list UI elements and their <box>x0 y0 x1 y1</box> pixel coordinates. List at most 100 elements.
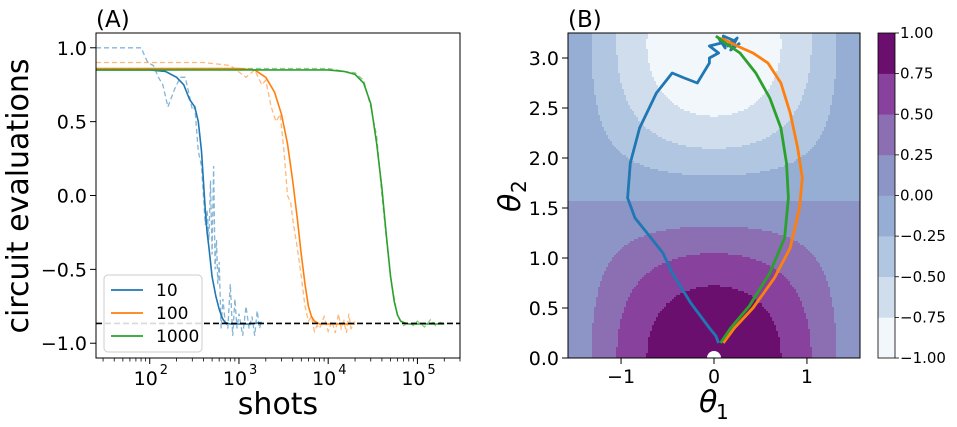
contour-cell <box>800 79 803 82</box>
legend-box <box>103 274 203 353</box>
contour-cell <box>840 51 843 54</box>
contour-cell <box>638 69 641 72</box>
contour-cell <box>842 69 845 72</box>
contour-cell <box>668 37 671 40</box>
contour-cell <box>804 51 807 54</box>
contour-cell <box>774 33 777 36</box>
contour-cell <box>842 39 845 42</box>
contour-cell <box>752 83 755 86</box>
contour-cell <box>840 81 843 84</box>
contour-cell <box>642 77 645 80</box>
contour-cell <box>604 75 607 78</box>
contour-cell <box>572 53 575 56</box>
contour-cell <box>848 43 851 46</box>
contour-cell <box>824 61 827 64</box>
contour-cell <box>776 65 779 68</box>
contour-cell <box>790 75 793 78</box>
contour-cell <box>592 33 595 36</box>
contour-cell <box>598 51 601 54</box>
contour-cell <box>850 51 853 54</box>
contour-cell <box>730 83 733 86</box>
contour-cell <box>624 41 627 44</box>
contour-cell <box>832 77 835 80</box>
contour-cell <box>846 61 849 64</box>
contour-cell <box>808 73 811 76</box>
contour-cell <box>752 43 755 46</box>
contour-cell <box>754 49 757 52</box>
contour-cell <box>756 59 759 62</box>
contour-cell <box>740 49 743 52</box>
contour-cell <box>832 67 835 70</box>
contour-cell <box>634 49 637 52</box>
contour-cell <box>698 49 701 52</box>
contour-cell <box>662 53 665 56</box>
contour-cell <box>744 67 747 70</box>
contour-cell <box>618 61 621 64</box>
contour-cell <box>760 69 763 72</box>
contour-cell <box>684 41 687 44</box>
contour-cell <box>728 69 731 72</box>
contour-cell <box>648 73 651 76</box>
contour-cell <box>762 33 765 36</box>
contour-cell <box>628 77 631 80</box>
contour-cell <box>744 83 747 86</box>
contour-cell <box>842 35 845 38</box>
contour-cell <box>858 33 860 36</box>
contour-cell <box>736 41 739 44</box>
contour-cell <box>672 47 675 50</box>
contour-cell <box>774 67 777 70</box>
contour-cell <box>716 69 719 72</box>
contour-cell <box>786 85 789 88</box>
contour-cell <box>664 35 667 38</box>
contour-cell <box>836 43 839 46</box>
contour-cell <box>804 75 807 78</box>
contour-cell <box>768 49 771 52</box>
contour-cell <box>616 77 619 80</box>
contour-cell <box>656 45 659 48</box>
contour-cell <box>718 49 721 52</box>
contour-cell <box>850 41 853 44</box>
contour-cell <box>684 61 687 64</box>
contour-cell <box>700 45 703 48</box>
contour-cell <box>840 65 843 68</box>
contour-cell <box>796 69 799 72</box>
contour-cell <box>680 37 683 40</box>
contour-cell <box>568 83 571 86</box>
contour-cell <box>606 47 609 50</box>
contour-cell <box>782 75 785 78</box>
contour-cell <box>712 77 715 80</box>
contour-cell <box>800 39 803 42</box>
contour-cell <box>732 65 735 68</box>
contour-cell <box>852 65 855 68</box>
contour-cell <box>616 59 619 62</box>
contour-cell <box>772 81 775 84</box>
contour-cell <box>782 63 785 66</box>
contour-cell <box>628 75 631 78</box>
contour-cell <box>686 57 689 60</box>
contour-cell <box>604 35 607 38</box>
contour-cell <box>574 33 577 36</box>
contour-cell <box>768 75 771 78</box>
contour-cell <box>580 87 583 90</box>
contour-cell <box>702 45 705 48</box>
contour-cell <box>684 43 687 46</box>
contour-cell <box>606 35 609 38</box>
contour-cell <box>856 61 859 64</box>
contour-cell <box>694 35 697 38</box>
contour-cell <box>640 57 643 60</box>
contour-cell <box>670 59 673 62</box>
x-tick-exponent: 5 <box>427 363 435 378</box>
contour-cell <box>820 83 823 86</box>
contour-cell <box>834 63 837 66</box>
contour-cell <box>726 57 729 60</box>
contour-cell <box>700 61 703 64</box>
contour-cell <box>584 57 587 60</box>
contour-cell <box>840 63 843 66</box>
contour-cell <box>818 63 821 66</box>
contour-cell <box>746 37 749 40</box>
contour-cell <box>712 57 715 60</box>
contour-cell <box>844 79 847 82</box>
contour-cell <box>692 49 695 52</box>
contour-cell <box>768 83 771 86</box>
contour-cell <box>794 81 797 84</box>
